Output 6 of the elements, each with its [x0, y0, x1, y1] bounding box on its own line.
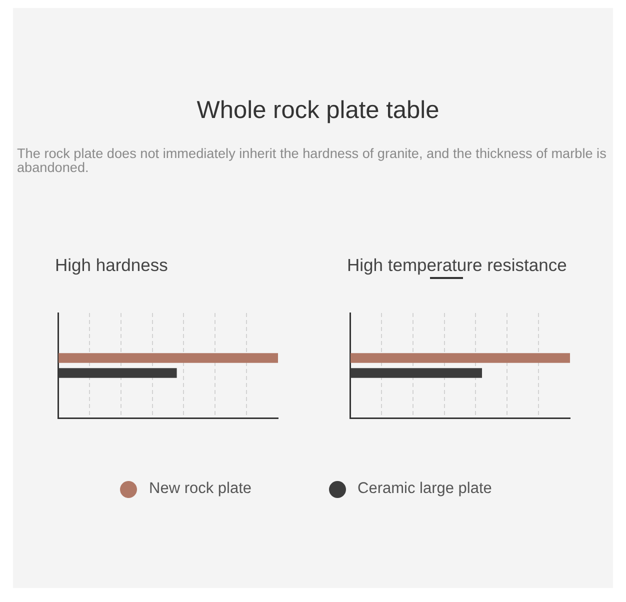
text: The rock plate does not immediately inherit the hardness of granite, and the thickness of marble is abandoned.	[17, 146, 608, 175]
legend-label: Ceramic large plate	[358, 480, 492, 498]
text: Whole rock plate table	[196, 96, 440, 126]
chart-title: High temperature resistance	[347, 254, 567, 276]
legend-label: New rock plate	[149, 480, 252, 498]
chart-title: High hardness	[55, 254, 168, 276]
